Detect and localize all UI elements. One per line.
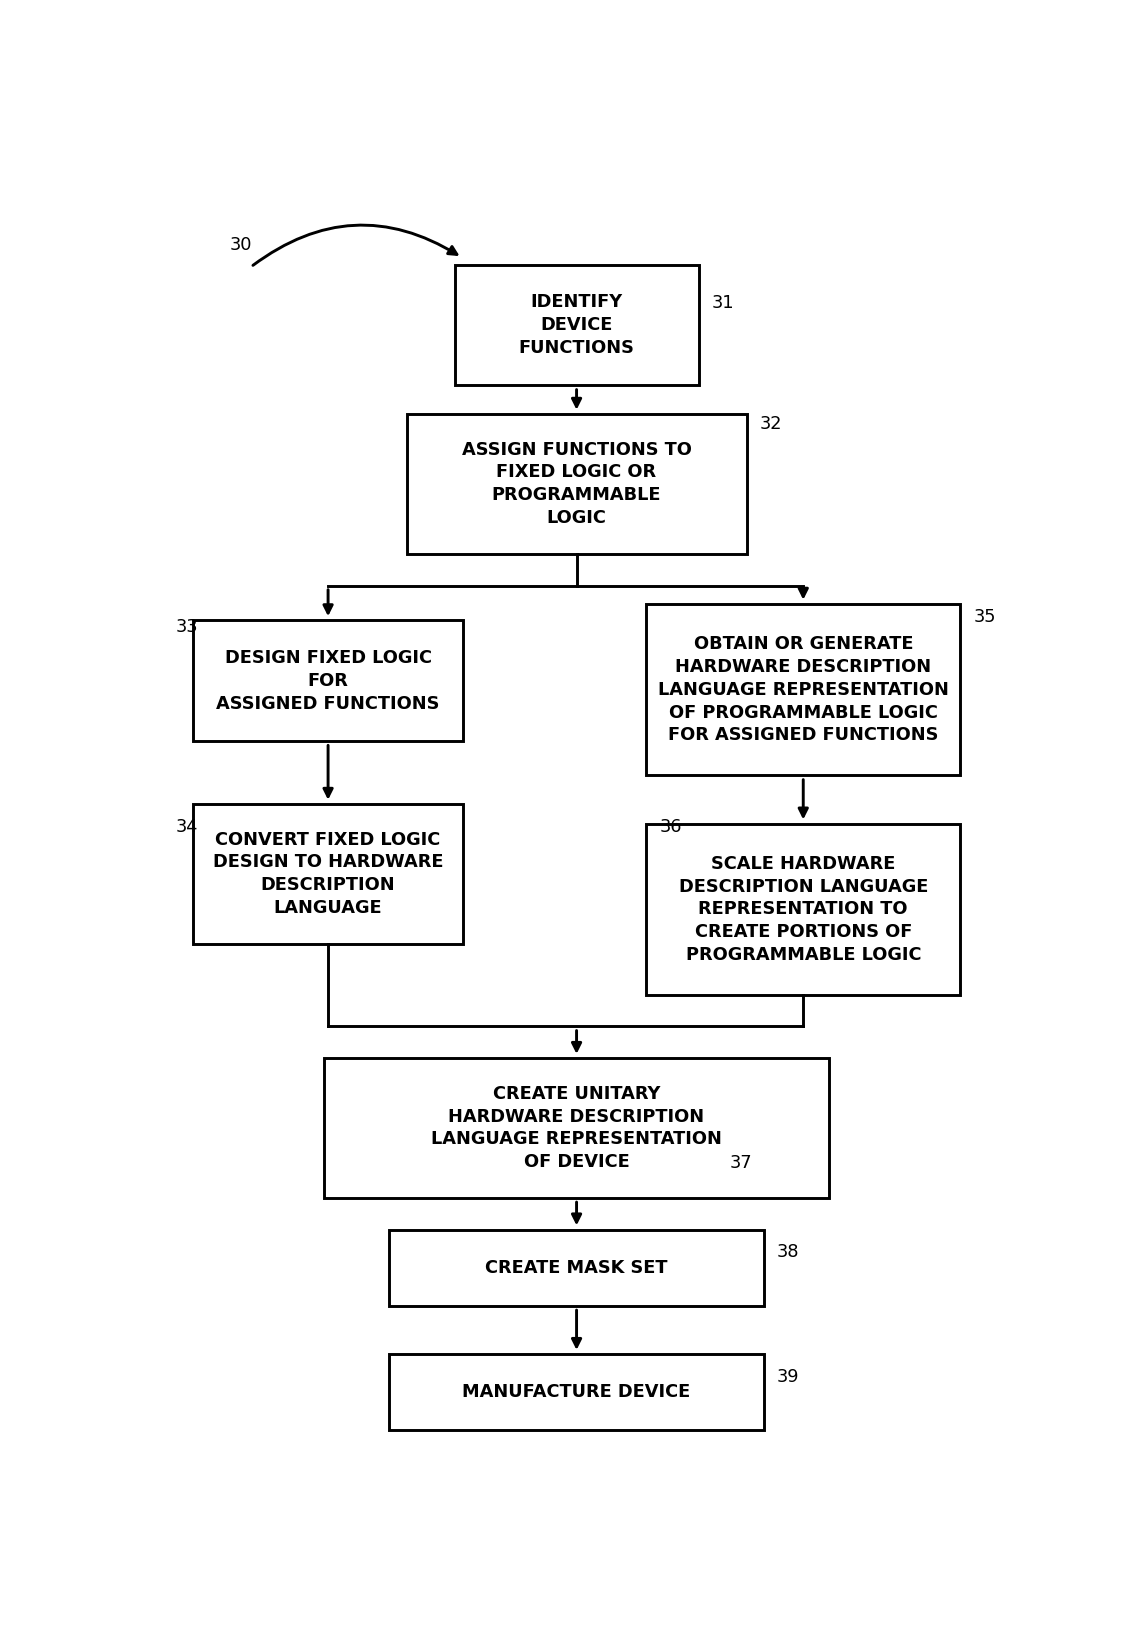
Text: 33: 33	[176, 619, 198, 637]
Text: SCALE HARDWARE
DESCRIPTION LANGUAGE
REPRESENTATION TO
CREATE PORTIONS OF
PROGRAM: SCALE HARDWARE DESCRIPTION LANGUAGE REPR…	[678, 855, 928, 964]
Bar	[193, 804, 464, 944]
Text: 31: 31	[712, 294, 735, 312]
Bar	[389, 1355, 764, 1431]
Text: ASSIGN FUNCTIONS TO
FIXED LOGIC OR
PROGRAMMABLE
LOGIC: ASSIGN FUNCTIONS TO FIXED LOGIC OR PROGR…	[461, 441, 692, 528]
Text: 30: 30	[229, 236, 252, 254]
Text: 36: 36	[659, 818, 682, 837]
Text: 35: 35	[973, 609, 996, 625]
Bar	[389, 1229, 764, 1305]
Bar	[324, 1058, 829, 1198]
Bar	[193, 620, 464, 741]
Bar	[646, 823, 961, 995]
Bar	[455, 264, 699, 386]
Text: CREATE UNITARY
HARDWARE DESCRIPTION
LANGUAGE REPRESENTATION
OF DEVICE: CREATE UNITARY HARDWARE DESCRIPTION LANG…	[431, 1084, 722, 1171]
Text: 39: 39	[777, 1368, 800, 1386]
Text: 37: 37	[729, 1155, 752, 1173]
Text: DESIGN FIXED LOGIC
FOR
ASSIGNED FUNCTIONS: DESIGN FIXED LOGIC FOR ASSIGNED FUNCTION…	[216, 648, 440, 713]
Text: CONVERT FIXED LOGIC
DESIGN TO HARDWARE
DESCRIPTION
LANGUAGE: CONVERT FIXED LOGIC DESIGN TO HARDWARE D…	[213, 830, 443, 917]
Text: OBTAIN OR GENERATE
HARDWARE DESCRIPTION
LANGUAGE REPRESENTATION
OF PROGRAMMABLE : OBTAIN OR GENERATE HARDWARE DESCRIPTION …	[658, 635, 948, 744]
Bar	[646, 604, 961, 776]
FancyArrowPatch shape	[253, 224, 457, 266]
Text: 38: 38	[777, 1244, 800, 1261]
Text: IDENTIFY
DEVICE
FUNCTIONS: IDENTIFY DEVICE FUNCTIONS	[519, 294, 634, 356]
Bar	[406, 414, 747, 554]
Text: 32: 32	[759, 416, 782, 432]
Text: CREATE MASK SET: CREATE MASK SET	[485, 1259, 668, 1277]
Text: 34: 34	[176, 818, 198, 837]
Text: MANUFACTURE DEVICE: MANUFACTURE DEVICE	[462, 1383, 691, 1401]
